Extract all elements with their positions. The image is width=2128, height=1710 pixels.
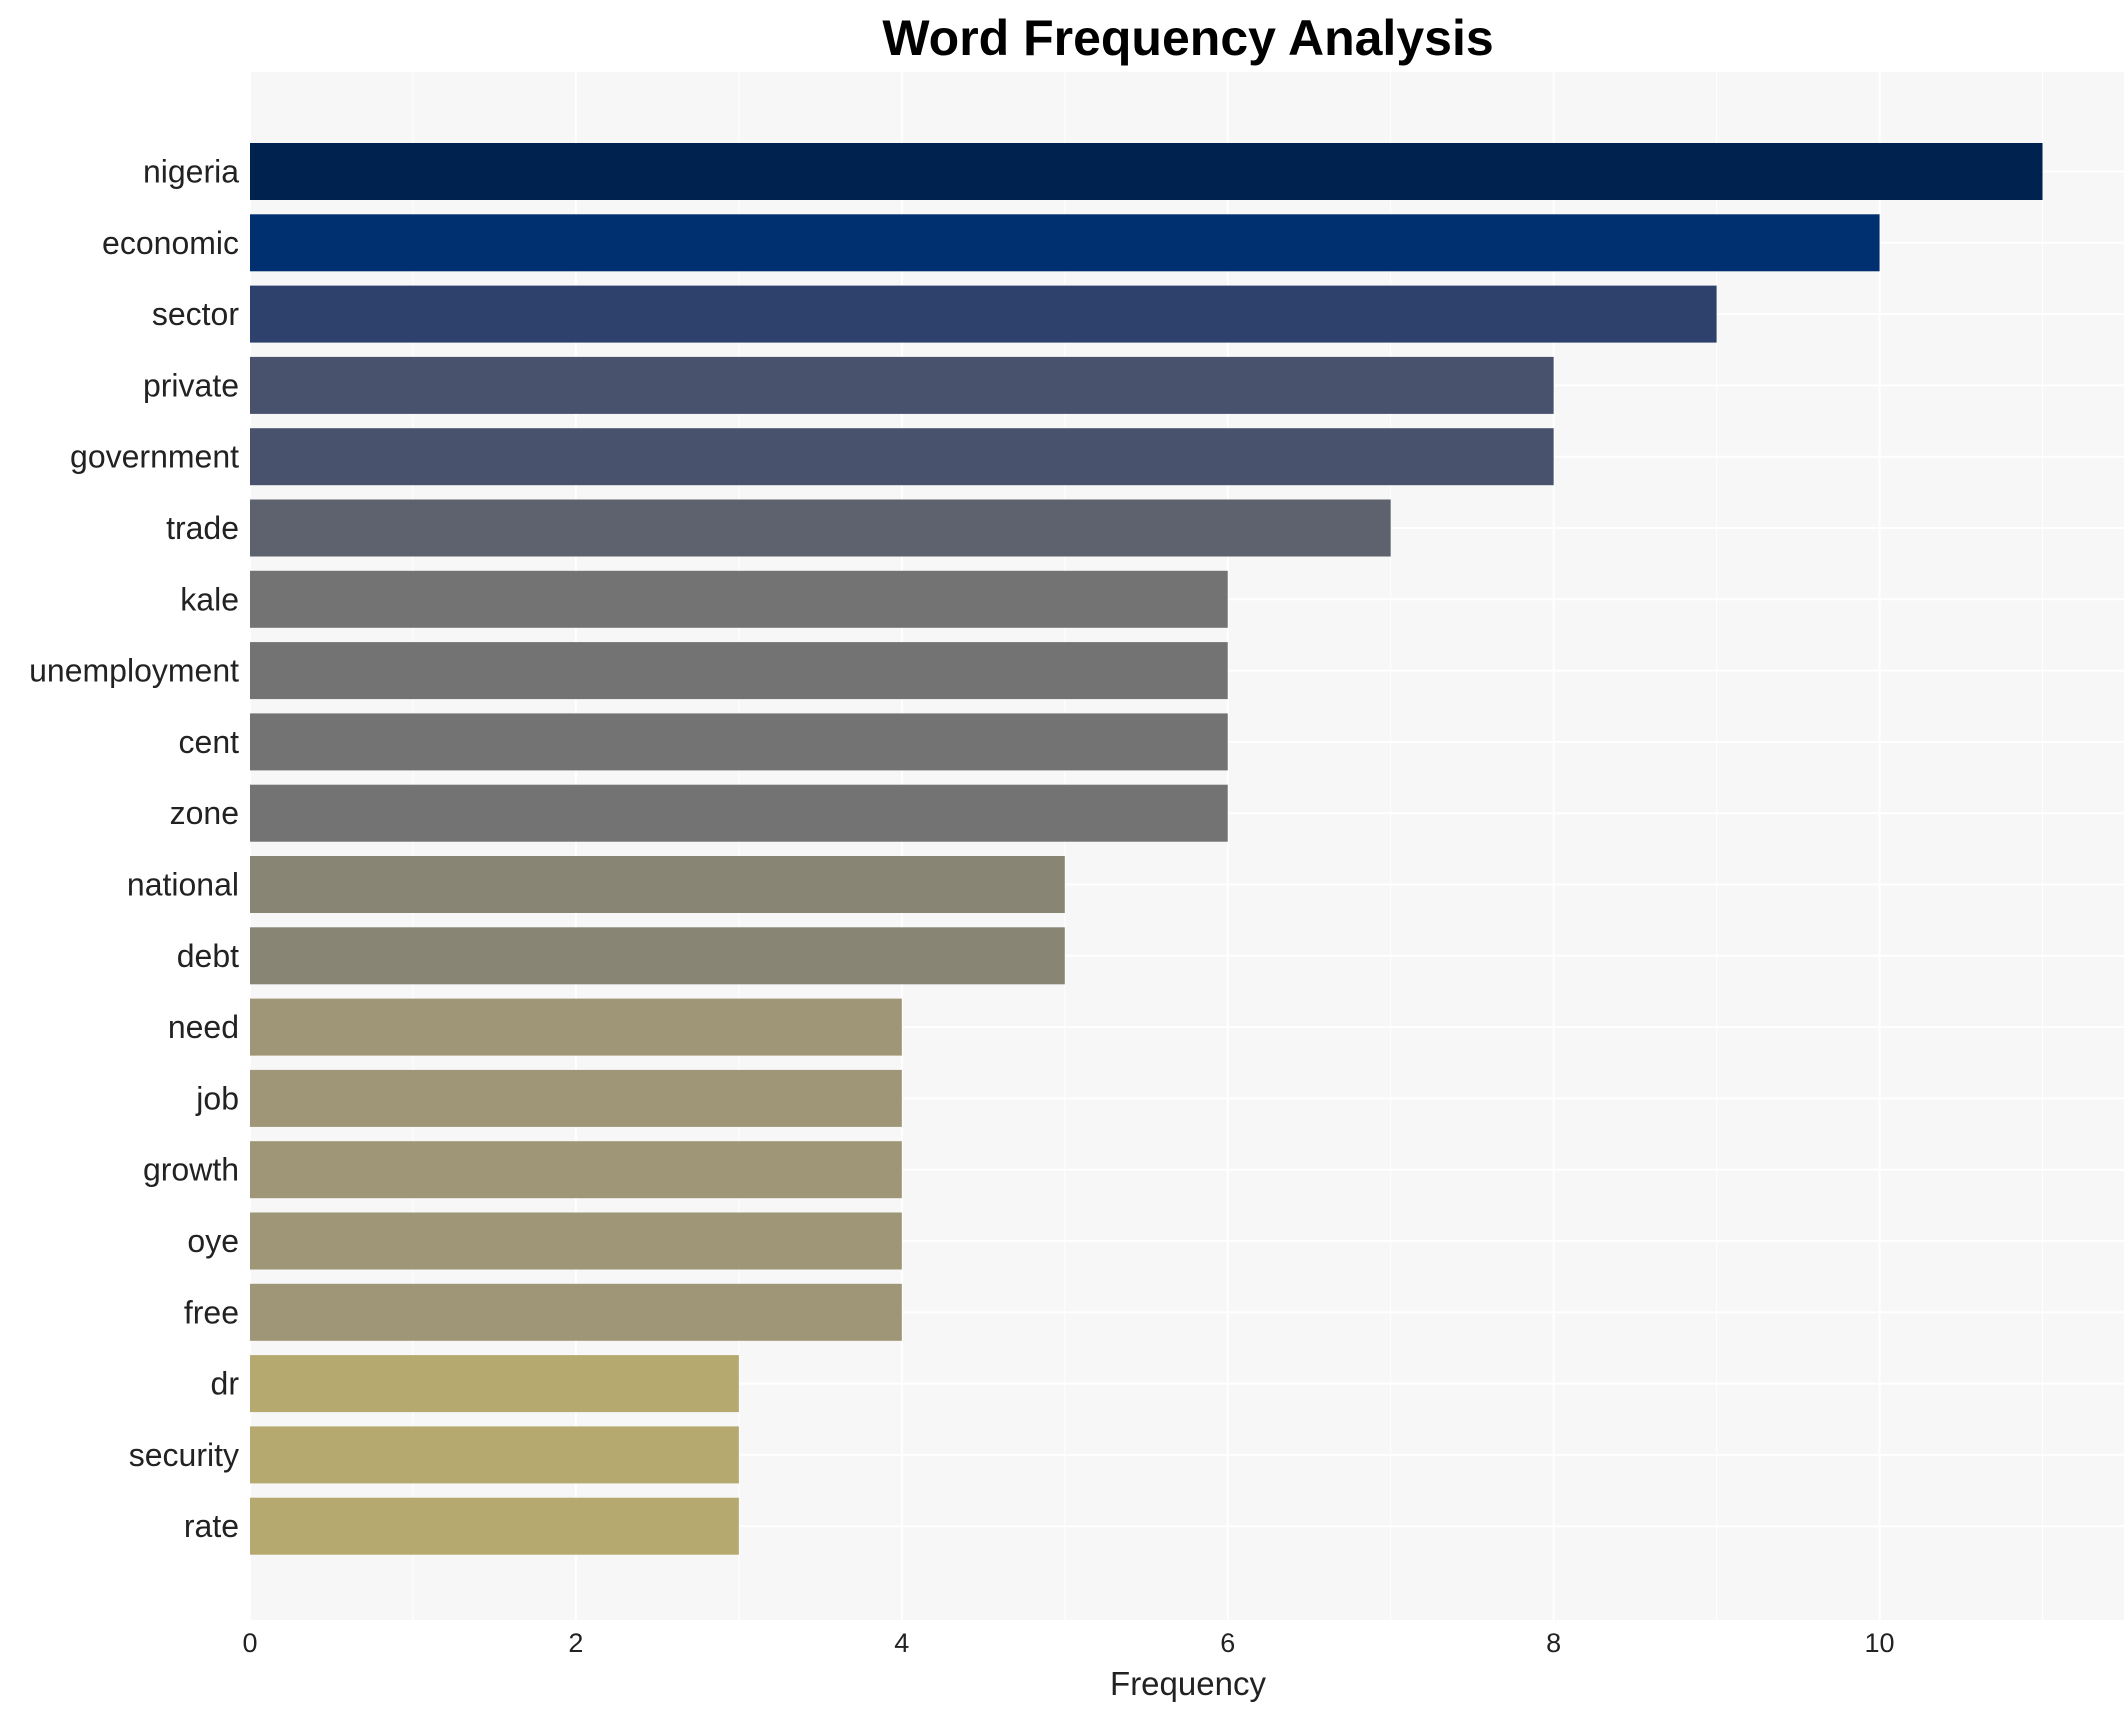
bar-debt bbox=[250, 927, 1065, 985]
y-tick-label: economic bbox=[102, 225, 239, 261]
bar-cent bbox=[250, 713, 1228, 771]
y-tick-label: unemployment bbox=[29, 653, 239, 689]
y-tick-label: free bbox=[184, 1294, 239, 1330]
bar-trade bbox=[250, 499, 1391, 557]
y-tick-label: zone bbox=[170, 795, 239, 831]
y-tick-label: nigeria bbox=[143, 154, 239, 190]
bar-growth bbox=[250, 1141, 902, 1199]
x-tick-label: 0 bbox=[242, 1628, 257, 1658]
y-tick-label: trade bbox=[166, 510, 239, 546]
chart-title: Word Frequency Analysis bbox=[882, 10, 1493, 66]
y-tick-label: kale bbox=[180, 581, 239, 617]
y-tick-label: job bbox=[195, 1080, 239, 1116]
y-tick-label: debt bbox=[177, 938, 239, 974]
x-tick-label: 2 bbox=[568, 1628, 583, 1658]
y-tick-label: dr bbox=[211, 1366, 240, 1402]
y-tick-labels: nigeria economic sector private government tr… bbox=[29, 154, 239, 1545]
bar-government bbox=[250, 428, 1554, 486]
bar-private bbox=[250, 356, 1554, 414]
y-tick-label: growth bbox=[143, 1152, 239, 1188]
bar-dr bbox=[250, 1355, 739, 1413]
x-tick-label: 10 bbox=[1865, 1628, 1895, 1658]
x-tick-labels: 0 2 4 6 8 10 bbox=[242, 1628, 1894, 1658]
x-tick-label: 8 bbox=[1546, 1628, 1561, 1658]
bar-economic bbox=[250, 214, 1880, 272]
x-tick-label: 4 bbox=[894, 1628, 909, 1658]
bar-national bbox=[250, 856, 1065, 913]
y-tick-label: rate bbox=[184, 1508, 239, 1544]
bar-free bbox=[250, 1283, 902, 1341]
bar-security bbox=[250, 1426, 739, 1484]
bars bbox=[250, 143, 2043, 1555]
bar-rate bbox=[250, 1497, 739, 1555]
y-tick-label: cent bbox=[179, 724, 240, 760]
x-axis-label: Frequency bbox=[1110, 1665, 1266, 1702]
y-tick-label: oye bbox=[187, 1223, 239, 1259]
y-tick-label: security bbox=[129, 1437, 239, 1473]
bar-sector bbox=[250, 285, 1717, 343]
y-tick-label: sector bbox=[152, 296, 239, 332]
bar-unemployment bbox=[250, 642, 1228, 700]
bar-need bbox=[250, 998, 902, 1056]
bar-kale bbox=[250, 570, 1228, 628]
y-tick-label: private bbox=[143, 367, 239, 403]
bar-job bbox=[250, 1069, 902, 1127]
y-tick-label: government bbox=[70, 439, 239, 475]
bar-nigeria bbox=[250, 143, 2043, 200]
bar-oye bbox=[250, 1212, 902, 1270]
y-tick-label: need bbox=[168, 1009, 239, 1045]
x-tick-label: 6 bbox=[1220, 1628, 1235, 1658]
y-tick-label: national bbox=[127, 867, 239, 903]
bar-zone bbox=[250, 784, 1228, 842]
